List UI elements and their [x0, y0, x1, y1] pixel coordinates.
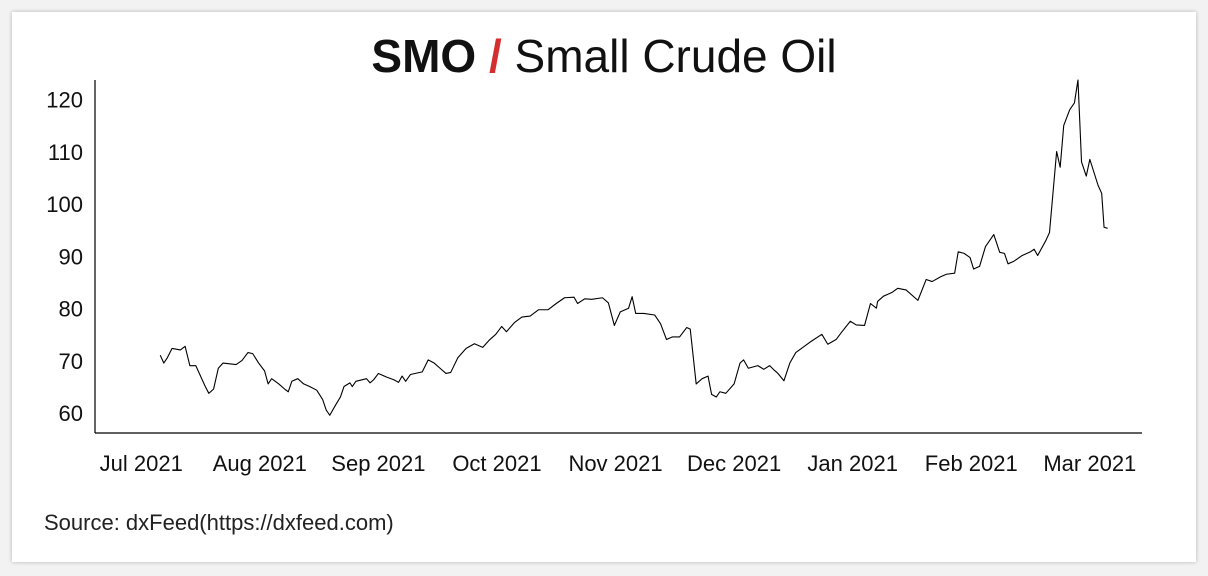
x-tick-label: Oct 2021 — [452, 451, 541, 476]
y-tick-label: 80 — [59, 297, 83, 322]
x-tick-label: Mar 2021 — [1043, 451, 1136, 476]
chart-card: SMO / Small Crude Oil Source: dxFeed(htt… — [12, 12, 1196, 562]
y-tick-label: 90 — [59, 244, 83, 269]
price-line — [159, 79, 1108, 416]
x-tick-label: Sep 2021 — [331, 451, 425, 476]
x-tick-label: Jan 2021 — [807, 451, 898, 476]
x-tick-label: Dec 2021 — [687, 451, 781, 476]
x-tick-label: Nov 2021 — [568, 451, 662, 476]
source-note: Source: dxFeed(https://dxfeed.com) — [44, 510, 394, 535]
title-ticker: SMO — [371, 30, 476, 82]
x-tick-label: Aug 2021 — [213, 451, 307, 476]
y-tick-label: 120 — [46, 88, 83, 113]
x-tick-label: Feb 2021 — [925, 451, 1018, 476]
y-tick-label: 100 — [46, 192, 83, 217]
y-tick-label: 60 — [59, 401, 83, 426]
y-tick-label: 110 — [48, 140, 83, 165]
title-name: Small Crude Oil — [515, 30, 837, 82]
x-tick-label: Jul 2021 — [100, 451, 183, 476]
y-tick-label: 70 — [59, 349, 83, 374]
chart-title: SMO / Small Crude Oil — [371, 30, 836, 82]
title-separator: / — [489, 30, 502, 82]
chart: SMO / Small Crude Oil Source: dxFeed(htt… — [44, 30, 1142, 535]
